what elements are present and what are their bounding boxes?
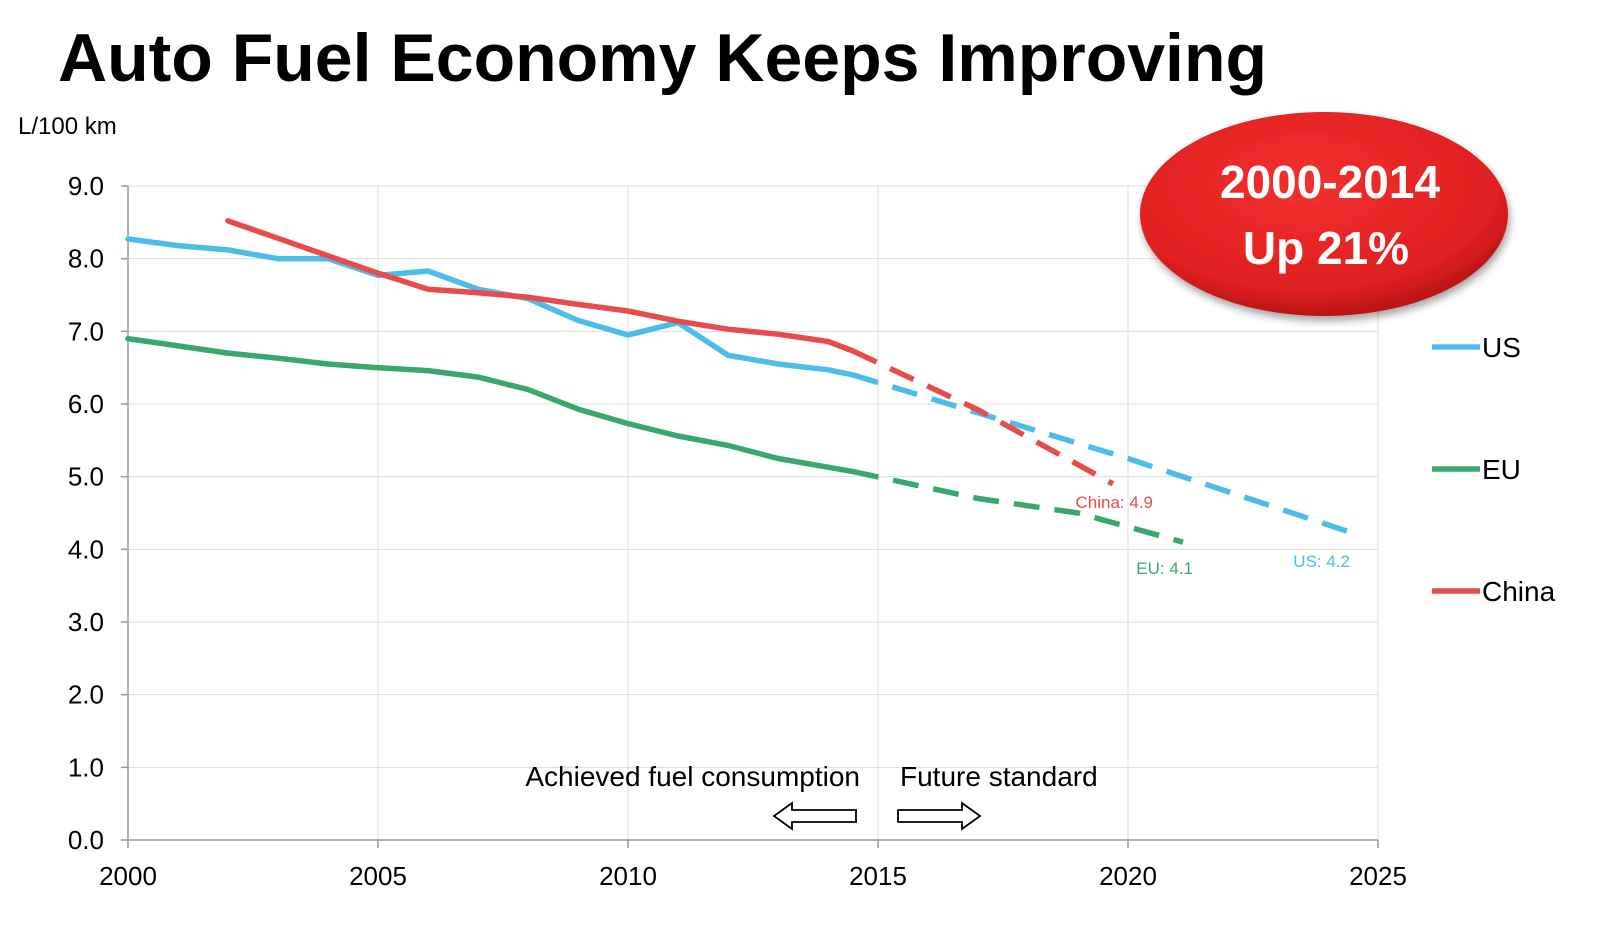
legend-label-eu: EU — [1482, 454, 1521, 485]
legend: US EU China — [1432, 332, 1556, 607]
y-tick-label: 5.0 — [68, 462, 104, 492]
y-tick-label: 3.0 — [68, 607, 104, 637]
tick-labels: 0.0 1.0 2.0 3.0 4.0 5.0 6.0 7.0 8.0 9.0 2000 2005 20… — [68, 171, 1407, 891]
badge-ellipse — [1140, 112, 1508, 316]
change-badge — [1140, 112, 1508, 316]
period-annotation: Achieved fuel consumption Future standar… — [525, 761, 1098, 831]
end-label-china: China: 4.9 — [1076, 493, 1154, 512]
series-line-us-projected — [852, 372, 1359, 538]
future-label: Future standard — [900, 761, 1098, 792]
x-tick-label: 2005 — [349, 861, 407, 891]
left-arrow-icon — [772, 801, 857, 831]
achieved-label: Achieved fuel consumption — [525, 761, 860, 792]
series-line-china-achieved — [225, 218, 856, 354]
y-tick-label: 8.0 — [68, 244, 104, 274]
series-line-eu-achieved — [125, 335, 856, 475]
y-tick-label: 0.0 — [68, 825, 104, 855]
legend-label-us: US — [1482, 332, 1521, 363]
badge-line-1: 2000-2014 — [1220, 156, 1440, 208]
chart-title: Auto Fuel Economy Keeps Improving — [58, 20, 1268, 96]
y-tick-label: 1.0 — [68, 752, 104, 782]
end-label-eu: EU: 4.1 — [1136, 559, 1193, 578]
y-tick-label: 6.0 — [68, 389, 104, 419]
legend-label-china: China — [1482, 576, 1556, 607]
end-label-us: US: 4.2 — [1293, 552, 1350, 571]
y-tick-label: 4.0 — [68, 534, 104, 564]
x-tick-label: 2010 — [599, 861, 657, 891]
right-arrow-icon — [897, 801, 982, 831]
badge-line-2: Up 21% — [1243, 222, 1409, 274]
series-line-china-projected — [851, 348, 1115, 487]
x-tick-label: 2015 — [849, 861, 907, 891]
x-tick-label: 2000 — [99, 861, 157, 891]
x-tick-label: 2025 — [1349, 861, 1407, 891]
series-end-labels: US: 4.2 EU: 4.1 China: 4.9 — [1076, 493, 1351, 578]
y-tick-label: 2.0 — [68, 680, 104, 710]
y-tick-label: 9.0 — [68, 171, 104, 201]
series-line-eu-projected — [852, 468, 1184, 545]
series-lines — [125, 218, 1359, 545]
axes — [121, 185, 1379, 848]
x-tick-label: 2020 — [1099, 861, 1157, 891]
y-tick-label: 7.0 — [68, 316, 104, 346]
y-axis-label: L/100 km — [18, 113, 117, 140]
